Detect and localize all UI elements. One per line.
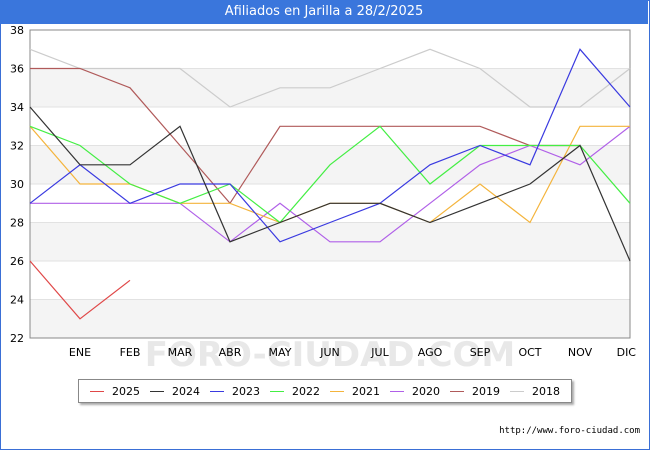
source-url: http://www.foro-ciudad.com: [499, 426, 640, 436]
x-tick-label: MAY: [269, 346, 292, 359]
legend-swatch: [390, 390, 404, 392]
legend-label: 2024: [172, 384, 200, 398]
legend-swatch: [510, 390, 524, 392]
series-line-2018: [29, 48, 631, 108]
legend-label: 2021: [352, 384, 380, 398]
x-tick-label: MAR: [168, 346, 193, 359]
x-tick-label: OCT: [518, 346, 541, 359]
legend-item-2023: 2023: [210, 385, 260, 398]
x-tick-label: FEB: [120, 346, 141, 359]
x-tick-label: AGO: [418, 346, 443, 359]
y-tick-label: 32: [10, 140, 24, 153]
x-axis-labels: ENE FEB MAR ABR MAY JUN JUL AGO SEP OCT NOV DIC: [69, 346, 636, 359]
series-line-2024: [29, 106, 631, 262]
legend-label: 2022: [292, 384, 320, 398]
legend-label: 2018: [532, 384, 560, 398]
series-line-2019: [30, 67, 580, 205]
series-line-2023: [29, 48, 631, 243]
chart-title: Afiliados en Jarilla a 28/2/2025: [0, 0, 648, 24]
legend-swatch: [450, 390, 464, 392]
y-tick-label: 38: [10, 24, 24, 37]
y-tick-label: 28: [10, 217, 24, 230]
legend-item-2022: 2022: [270, 385, 320, 398]
background-band: [30, 261, 630, 300]
legend-item-2021: 2021: [330, 385, 380, 398]
legend-item-2020: 2020: [390, 385, 440, 398]
legend-swatch: [330, 390, 344, 392]
plot-area: [29, 29, 631, 339]
y-tick-label: 22: [10, 332, 24, 345]
legend-label: 2019: [472, 384, 500, 398]
x-tick-label: JUN: [319, 346, 340, 359]
series-line-2022: [29, 125, 631, 224]
y-axis-labels: 22 24 26 28 30 32 34 36 38: [10, 24, 24, 345]
x-tick-label: NOV: [568, 346, 593, 359]
legend-item-2019: 2019: [450, 385, 500, 398]
legend-label: 2020: [412, 384, 440, 398]
legend-swatch: [270, 390, 284, 392]
legend: 2025 2024 2023 2022 2021 2020 2019 2018: [78, 379, 572, 403]
y-tick-label: 26: [10, 255, 24, 268]
background-band: [30, 30, 630, 69]
legend-swatch: [150, 390, 164, 392]
x-tick-label: ENE: [69, 346, 91, 359]
y-tick-label: 34: [10, 101, 24, 114]
legend-item-2018: 2018: [510, 385, 560, 398]
background-bands: [30, 30, 630, 338]
legend-item-2025: 2025: [90, 385, 140, 398]
series-lines: [29, 48, 631, 320]
x-tick-label: SEP: [470, 346, 491, 359]
y-tick-label: 24: [10, 294, 24, 307]
x-tick-label: JUL: [370, 346, 389, 359]
series-line-2025: [29, 260, 131, 320]
watermark-text: FORO-CIUDAD.COM: [145, 335, 516, 375]
background-band: [30, 299, 630, 338]
legend-label: 2025: [112, 384, 140, 398]
legend-swatch: [90, 390, 104, 392]
legend-swatch: [210, 390, 224, 392]
y-tick-label: 30: [10, 178, 24, 191]
x-tick-label: DIC: [617, 346, 637, 359]
x-tick-label: ABR: [219, 346, 242, 359]
legend-label: 2023: [232, 384, 260, 398]
y-tick-label: 36: [10, 63, 24, 76]
legend-item-2024: 2024: [150, 385, 200, 398]
